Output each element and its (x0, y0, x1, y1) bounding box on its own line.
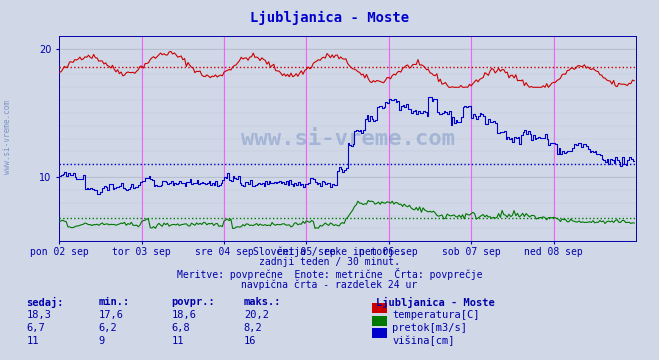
Text: pretok[m3/s]: pretok[m3/s] (392, 323, 467, 333)
Text: 11: 11 (26, 336, 39, 346)
Text: 6,7: 6,7 (26, 323, 45, 333)
Text: min.:: min.: (99, 297, 130, 307)
Text: 18,3: 18,3 (26, 310, 51, 320)
Text: 8,2: 8,2 (244, 323, 262, 333)
Text: 17,6: 17,6 (99, 310, 124, 320)
Text: 20,2: 20,2 (244, 310, 269, 320)
Text: zadnji teden / 30 minut.: zadnji teden / 30 minut. (259, 257, 400, 267)
Text: navpična črta - razdelek 24 ur: navpična črta - razdelek 24 ur (241, 279, 418, 289)
Text: Ljubljanica - Moste: Ljubljanica - Moste (376, 297, 494, 308)
Text: sedaj:: sedaj: (26, 297, 64, 308)
Text: 6,8: 6,8 (171, 323, 190, 333)
Text: temperatura[C]: temperatura[C] (392, 310, 480, 320)
Text: 16: 16 (244, 336, 256, 346)
Text: maks.:: maks.: (244, 297, 281, 307)
Text: 6,2: 6,2 (99, 323, 117, 333)
Text: Ljubljanica - Moste: Ljubljanica - Moste (250, 11, 409, 25)
Text: Slovenija / reke in morje.: Slovenija / reke in morje. (253, 247, 406, 257)
Text: www.si-vreme.com: www.si-vreme.com (241, 129, 455, 149)
Text: 18,6: 18,6 (171, 310, 196, 320)
Text: 11: 11 (171, 336, 184, 346)
Text: povpr.:: povpr.: (171, 297, 215, 307)
Text: www.si-vreme.com: www.si-vreme.com (3, 100, 13, 174)
Text: višina[cm]: višina[cm] (392, 336, 455, 346)
Text: 9: 9 (99, 336, 105, 346)
Text: Meritve: povprečne  Enote: metrične  Črta: povprečje: Meritve: povprečne Enote: metrične Črta:… (177, 268, 482, 280)
